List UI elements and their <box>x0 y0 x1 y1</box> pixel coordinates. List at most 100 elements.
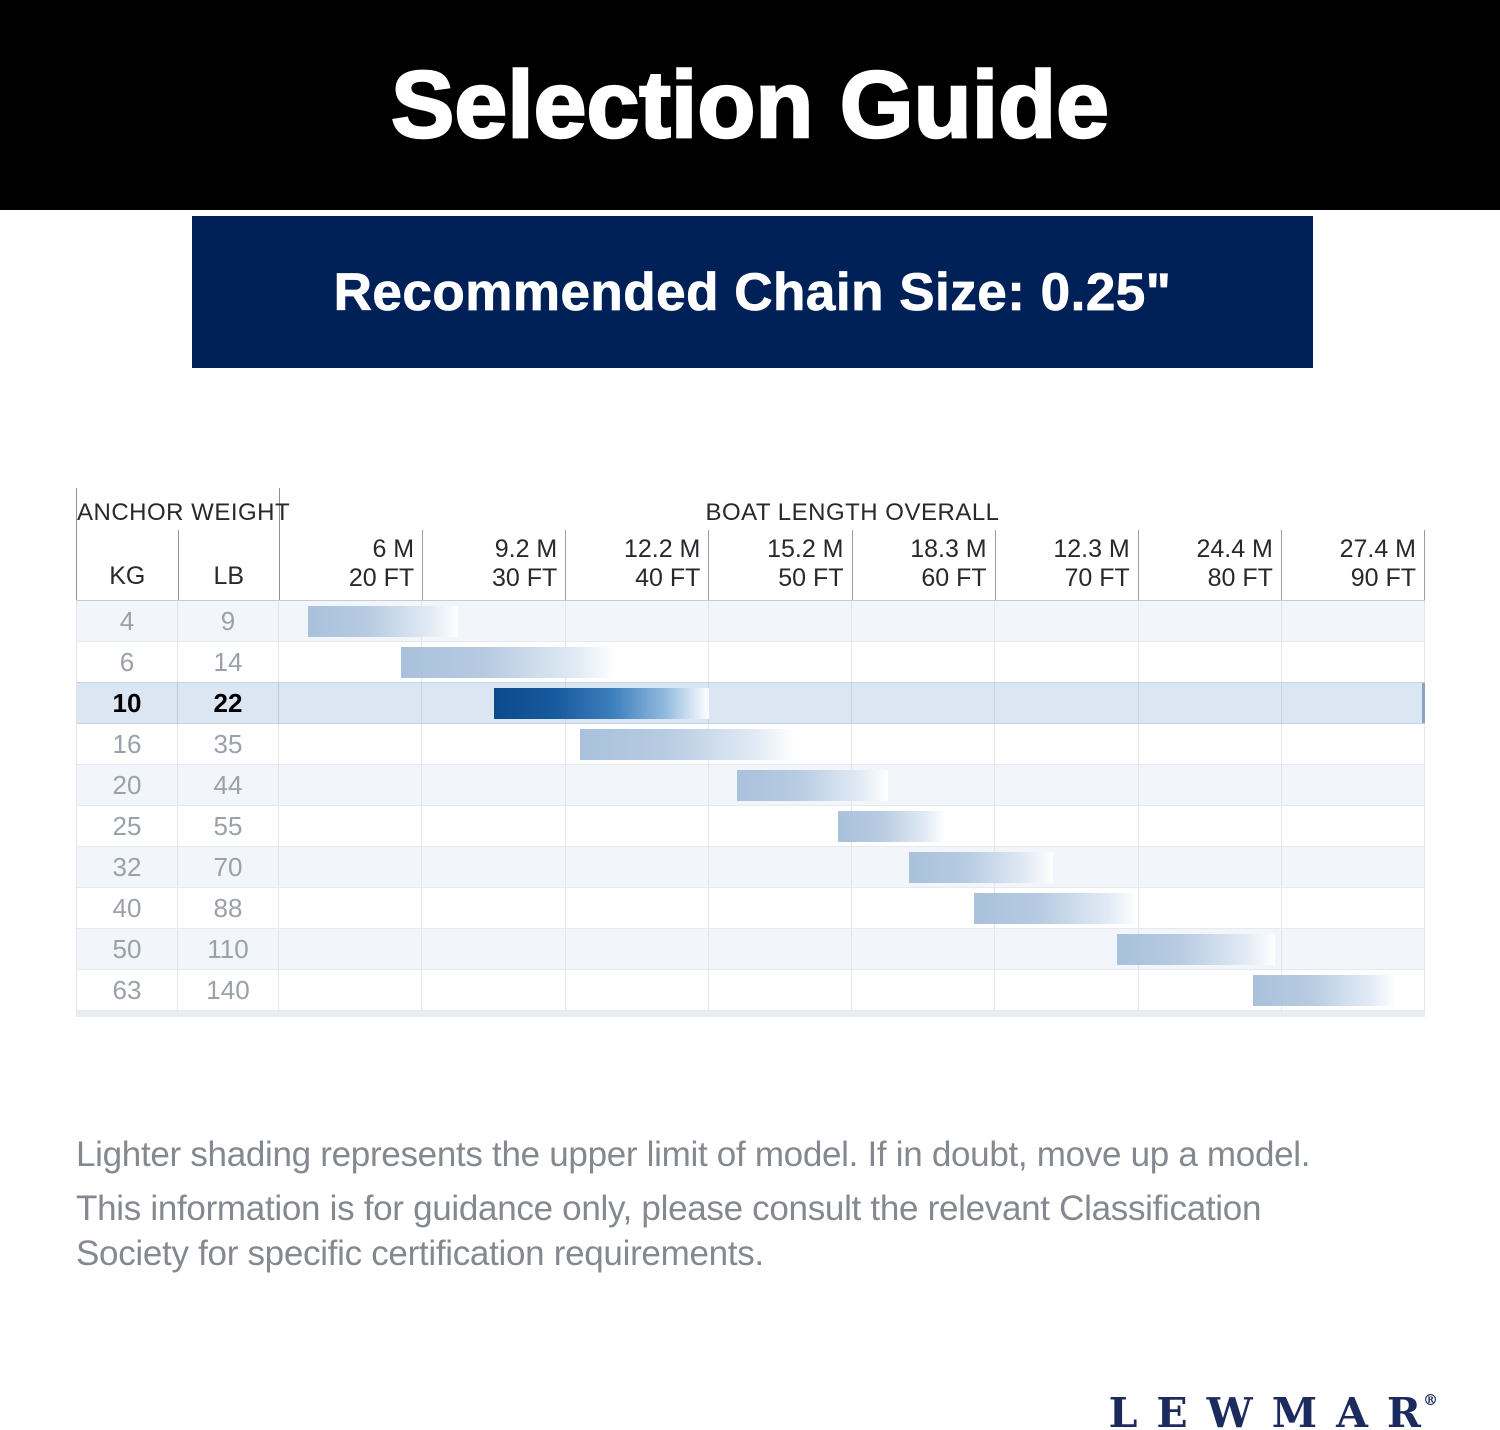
grid-cell <box>995 683 1139 723</box>
grid-cell <box>279 683 423 723</box>
footnote-line: This information is for guidance only, p… <box>76 1189 1262 1228</box>
grid-cell <box>566 806 709 846</box>
grid-cell <box>1282 601 1425 641</box>
lb-column-header: LB <box>213 562 245 590</box>
grid-cell <box>566 929 709 969</box>
range-bar <box>837 811 946 842</box>
grid-cell <box>1139 765 1282 805</box>
grid-cell <box>1139 806 1282 846</box>
footnote-line: Lighter shading represents the upper lim… <box>76 1135 1311 1174</box>
registered-trademark-icon: ® <box>1423 1391 1438 1409</box>
boat-length-range-cell <box>279 724 1425 764</box>
grid-cell <box>1139 601 1282 641</box>
grid-cell <box>995 724 1139 764</box>
grid-cell <box>995 970 1139 1010</box>
grid-cell <box>279 929 423 969</box>
kg-cell: 16 <box>77 724 178 764</box>
grid-cell <box>709 601 852 641</box>
table-row: 50 110 <box>77 929 1425 970</box>
grid-cell <box>1282 806 1425 846</box>
anchor-weight-subheaders: KG LB <box>77 530 279 600</box>
lb-cell: 140 <box>178 970 279 1010</box>
kg-cell: 40 <box>77 888 178 928</box>
grid-cell <box>709 847 852 887</box>
grid-cell <box>566 970 709 1010</box>
range-bar <box>579 729 795 760</box>
grid-cell <box>566 642 709 682</box>
range-bar <box>400 647 616 678</box>
boat-length-tick-label: 9.2 M 30 FT <box>423 530 567 600</box>
footnote: Lighter shading represents the upper lim… <box>76 1133 1310 1276</box>
grid-cell <box>852 683 996 723</box>
grid-cell <box>709 724 852 764</box>
boat-length-range-cell <box>279 683 1425 723</box>
grid-cell <box>852 806 996 846</box>
table-row: 6 14 <box>77 642 1425 683</box>
lb-cell: 44 <box>178 765 279 805</box>
footnote-line: Society for specific certification requi… <box>76 1234 764 1273</box>
grid-cell <box>852 929 996 969</box>
grid-cell <box>852 724 996 764</box>
grid-cell <box>422 929 566 969</box>
range-bar <box>1117 934 1275 965</box>
lb-cell: 14 <box>178 642 279 682</box>
grid-cell <box>279 724 423 764</box>
range-bar <box>1253 975 1397 1006</box>
boat-length-tick-label: 15.2 M 50 FT <box>709 530 853 600</box>
grid-cell <box>566 847 709 887</box>
boat-length-range-cell <box>279 847 1425 887</box>
table-header: ANCHOR WEIGHT KG LB BOAT LENGTH OVERALL … <box>76 488 1425 600</box>
chain-size-banner: Recommended Chain Size: 0.25" <box>192 216 1313 368</box>
table-row: 63 140 <box>77 970 1425 1011</box>
grid-cell <box>566 601 709 641</box>
grid-cell <box>1282 683 1425 723</box>
grid-cell <box>422 847 566 887</box>
boat-length-range-cell <box>279 642 1425 682</box>
table-row: 10 22 <box>77 682 1425 724</box>
kg-cell: 32 <box>77 847 178 887</box>
boat-length-tick-label: 24.4 M 80 FT <box>1139 530 1282 600</box>
kg-cell: 25 <box>77 806 178 846</box>
grid-cell <box>566 765 709 805</box>
table-row: 40 88 <box>77 888 1425 929</box>
grid-cell <box>279 970 423 1010</box>
grid-cell <box>422 970 566 1010</box>
range-bar <box>493 688 709 719</box>
boat-length-range-cell <box>279 929 1425 969</box>
grid-cell <box>852 970 996 1010</box>
grid-cell <box>995 806 1139 846</box>
kg-column-header: KG <box>77 530 179 600</box>
grid-cell <box>709 806 852 846</box>
grid-cell <box>279 847 423 887</box>
boat-length-range-cell <box>279 765 1425 805</box>
boat-length-tick-label: 27.4 M 90 FT <box>1282 530 1425 600</box>
kg-cell: 10 <box>77 683 178 723</box>
chain-size-text: Recommended Chain Size: 0.25" <box>333 262 1172 322</box>
grid-cell <box>709 642 852 682</box>
boat-length-range-cell <box>279 888 1425 928</box>
anchor-weight-header: ANCHOR WEIGHT <box>77 499 291 526</box>
grid-cell <box>709 888 852 928</box>
boat-length-range-cell <box>279 601 1425 641</box>
lewmar-logo-text: LEWMAR <box>1108 1389 1440 1430</box>
boat-length-header-block: BOAT LENGTH OVERALL 6 M 20 FT 9.2 M 30 FT 12… <box>280 488 1425 600</box>
kg-cell: 50 <box>77 929 178 969</box>
grid-cell <box>1139 888 1282 928</box>
grid-cell <box>422 888 566 928</box>
table-body: 4 9 6 14 10 22 16 35 20 44 25 55 32 70 40 88 50 110 63 140 <box>76 600 1425 1011</box>
boat-length-tick-label: 12.3 M 70 FT <box>996 530 1139 600</box>
lb-cell: 9 <box>178 601 279 641</box>
grid-cell <box>566 888 709 928</box>
grid-cell <box>1282 642 1425 682</box>
lb-cell: 88 <box>178 888 279 928</box>
grid-cell <box>852 601 996 641</box>
page-title: Selection Guide <box>390 50 1110 159</box>
grid-cell <box>995 765 1139 805</box>
grid-cell <box>1282 929 1425 969</box>
grid-cell <box>995 847 1139 887</box>
grid-cell <box>709 929 852 969</box>
grid-cell <box>995 601 1139 641</box>
boat-length-tick-label: 18.3 M 60 FT <box>853 530 996 600</box>
